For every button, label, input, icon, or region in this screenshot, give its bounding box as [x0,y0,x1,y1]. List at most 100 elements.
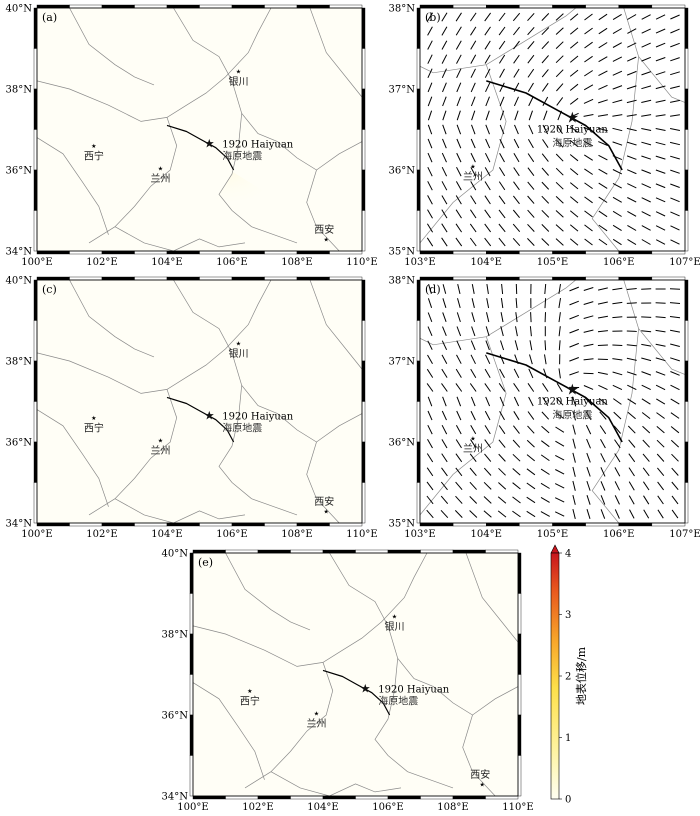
displacement-vector [427,354,433,364]
displacement-vector [643,509,650,519]
frame-border [419,279,686,524]
frame-segment-bottom [192,795,226,800]
displacement-vector [670,426,680,434]
frame-segment-left [33,482,38,524]
displacement-vector [529,340,533,351]
displacement-vector [628,481,635,491]
frame-segment-top [264,4,298,9]
panel-c: 0.250.50.250.50.25★银川★西宁★兰州★西安★1920 Haiy… [6,276,378,541]
displacement-vector [427,396,433,407]
city-marker-icon: ★ [91,143,96,150]
displacement-vector [555,224,564,232]
frame-segment-top [257,549,291,554]
displacement-vector [627,14,637,20]
displacement-vector [641,42,651,48]
displacement-vector [655,114,666,117]
displacement-vector [512,209,520,219]
displacement-vector [671,453,679,462]
displacement-vector [485,396,491,407]
displacement-vector [626,70,637,76]
displacement-vector [655,211,666,217]
frame-segment-right [684,48,689,90]
displacement-vector [555,41,564,49]
displacement-vector [655,28,666,34]
frame-segment-left [416,482,421,524]
displacement-vector [572,438,576,449]
displacement-vector [569,41,579,49]
frame-segment-right [361,88,366,130]
displacement-vector [555,167,564,176]
displacement-vector [642,439,650,448]
displacement-vector [470,410,476,421]
frame-segment-top [486,276,520,281]
displacement-vector [426,481,434,491]
displacement-vector [612,28,622,35]
displacement-vector [583,315,594,319]
displacement-vector [555,181,564,190]
displacement-vector [641,197,651,203]
frame-segment-left [33,279,38,321]
displacement-vector [598,70,608,77]
displacement-vector [427,439,433,449]
y-tick-label: 38°N [389,4,416,15]
x-tick-label: 110°E [346,257,377,268]
displacement-vector [556,397,564,406]
displacement-vector [455,209,462,219]
displacement-vector [470,195,477,205]
displacement-vector [614,467,621,477]
displacement-vector [641,183,652,189]
frame-segment-bottom [264,522,298,527]
boundary-group [420,8,685,251]
city-marker-icon: ★ [236,68,241,75]
displacement-vector [584,196,593,204]
city-label: 兰州 [307,717,327,730]
epicenter-label-en: 1920 Haiyuan [537,124,609,135]
city-marker-icon: ★ [91,415,96,422]
displacement-vector [583,329,594,333]
displacement-vector [655,128,666,131]
displacement-vector [584,55,593,63]
frame-segment-bottom [485,795,519,800]
frame-segment-top [585,276,619,281]
displacement-vector [558,326,561,337]
frame-segment-bottom [36,522,70,527]
displacement-vector [457,283,461,295]
frame-segment-bottom [296,250,330,255]
displacement-vector [528,124,534,135]
epicenter-star-icon: ★ [566,108,579,126]
displacement-vector [626,344,637,347]
frame-segment-top [36,4,70,9]
epicenter-label-cn: 海原地震 [222,422,262,435]
displacement-vector [669,99,681,103]
displacement-vector [670,239,680,245]
city-marker-icon: ★ [314,710,319,717]
displacement-vector [569,168,579,176]
displacement-vector [498,54,506,64]
displacement-vector [498,40,506,50]
displacement-vector [597,344,608,346]
displacement-vector [486,284,489,294]
displacement-vector [641,14,651,20]
displacement-vector [555,210,564,218]
displacement-vector [643,495,650,505]
displacement-vector [513,425,520,434]
vector-field [426,12,681,247]
frame-segment-right [684,210,689,252]
displacement-vector [471,312,476,323]
displacement-vector [499,138,505,149]
displacement-vector [655,316,666,319]
displacement-vector [456,96,462,107]
frame-segment-bottom [419,250,454,255]
frame-segment-left [33,129,38,171]
frame-segment-top [452,4,487,9]
displacement-vector [626,357,637,361]
displacement-vector [427,26,433,36]
displacement-vector [655,343,666,347]
x-tick-label: 106°E [603,529,634,540]
displacement-vector [670,343,680,347]
displacement-vector [583,301,594,305]
displacement-vector [427,68,433,79]
colorbar-top-triangle [550,544,560,554]
province-boundary [218,385,298,516]
